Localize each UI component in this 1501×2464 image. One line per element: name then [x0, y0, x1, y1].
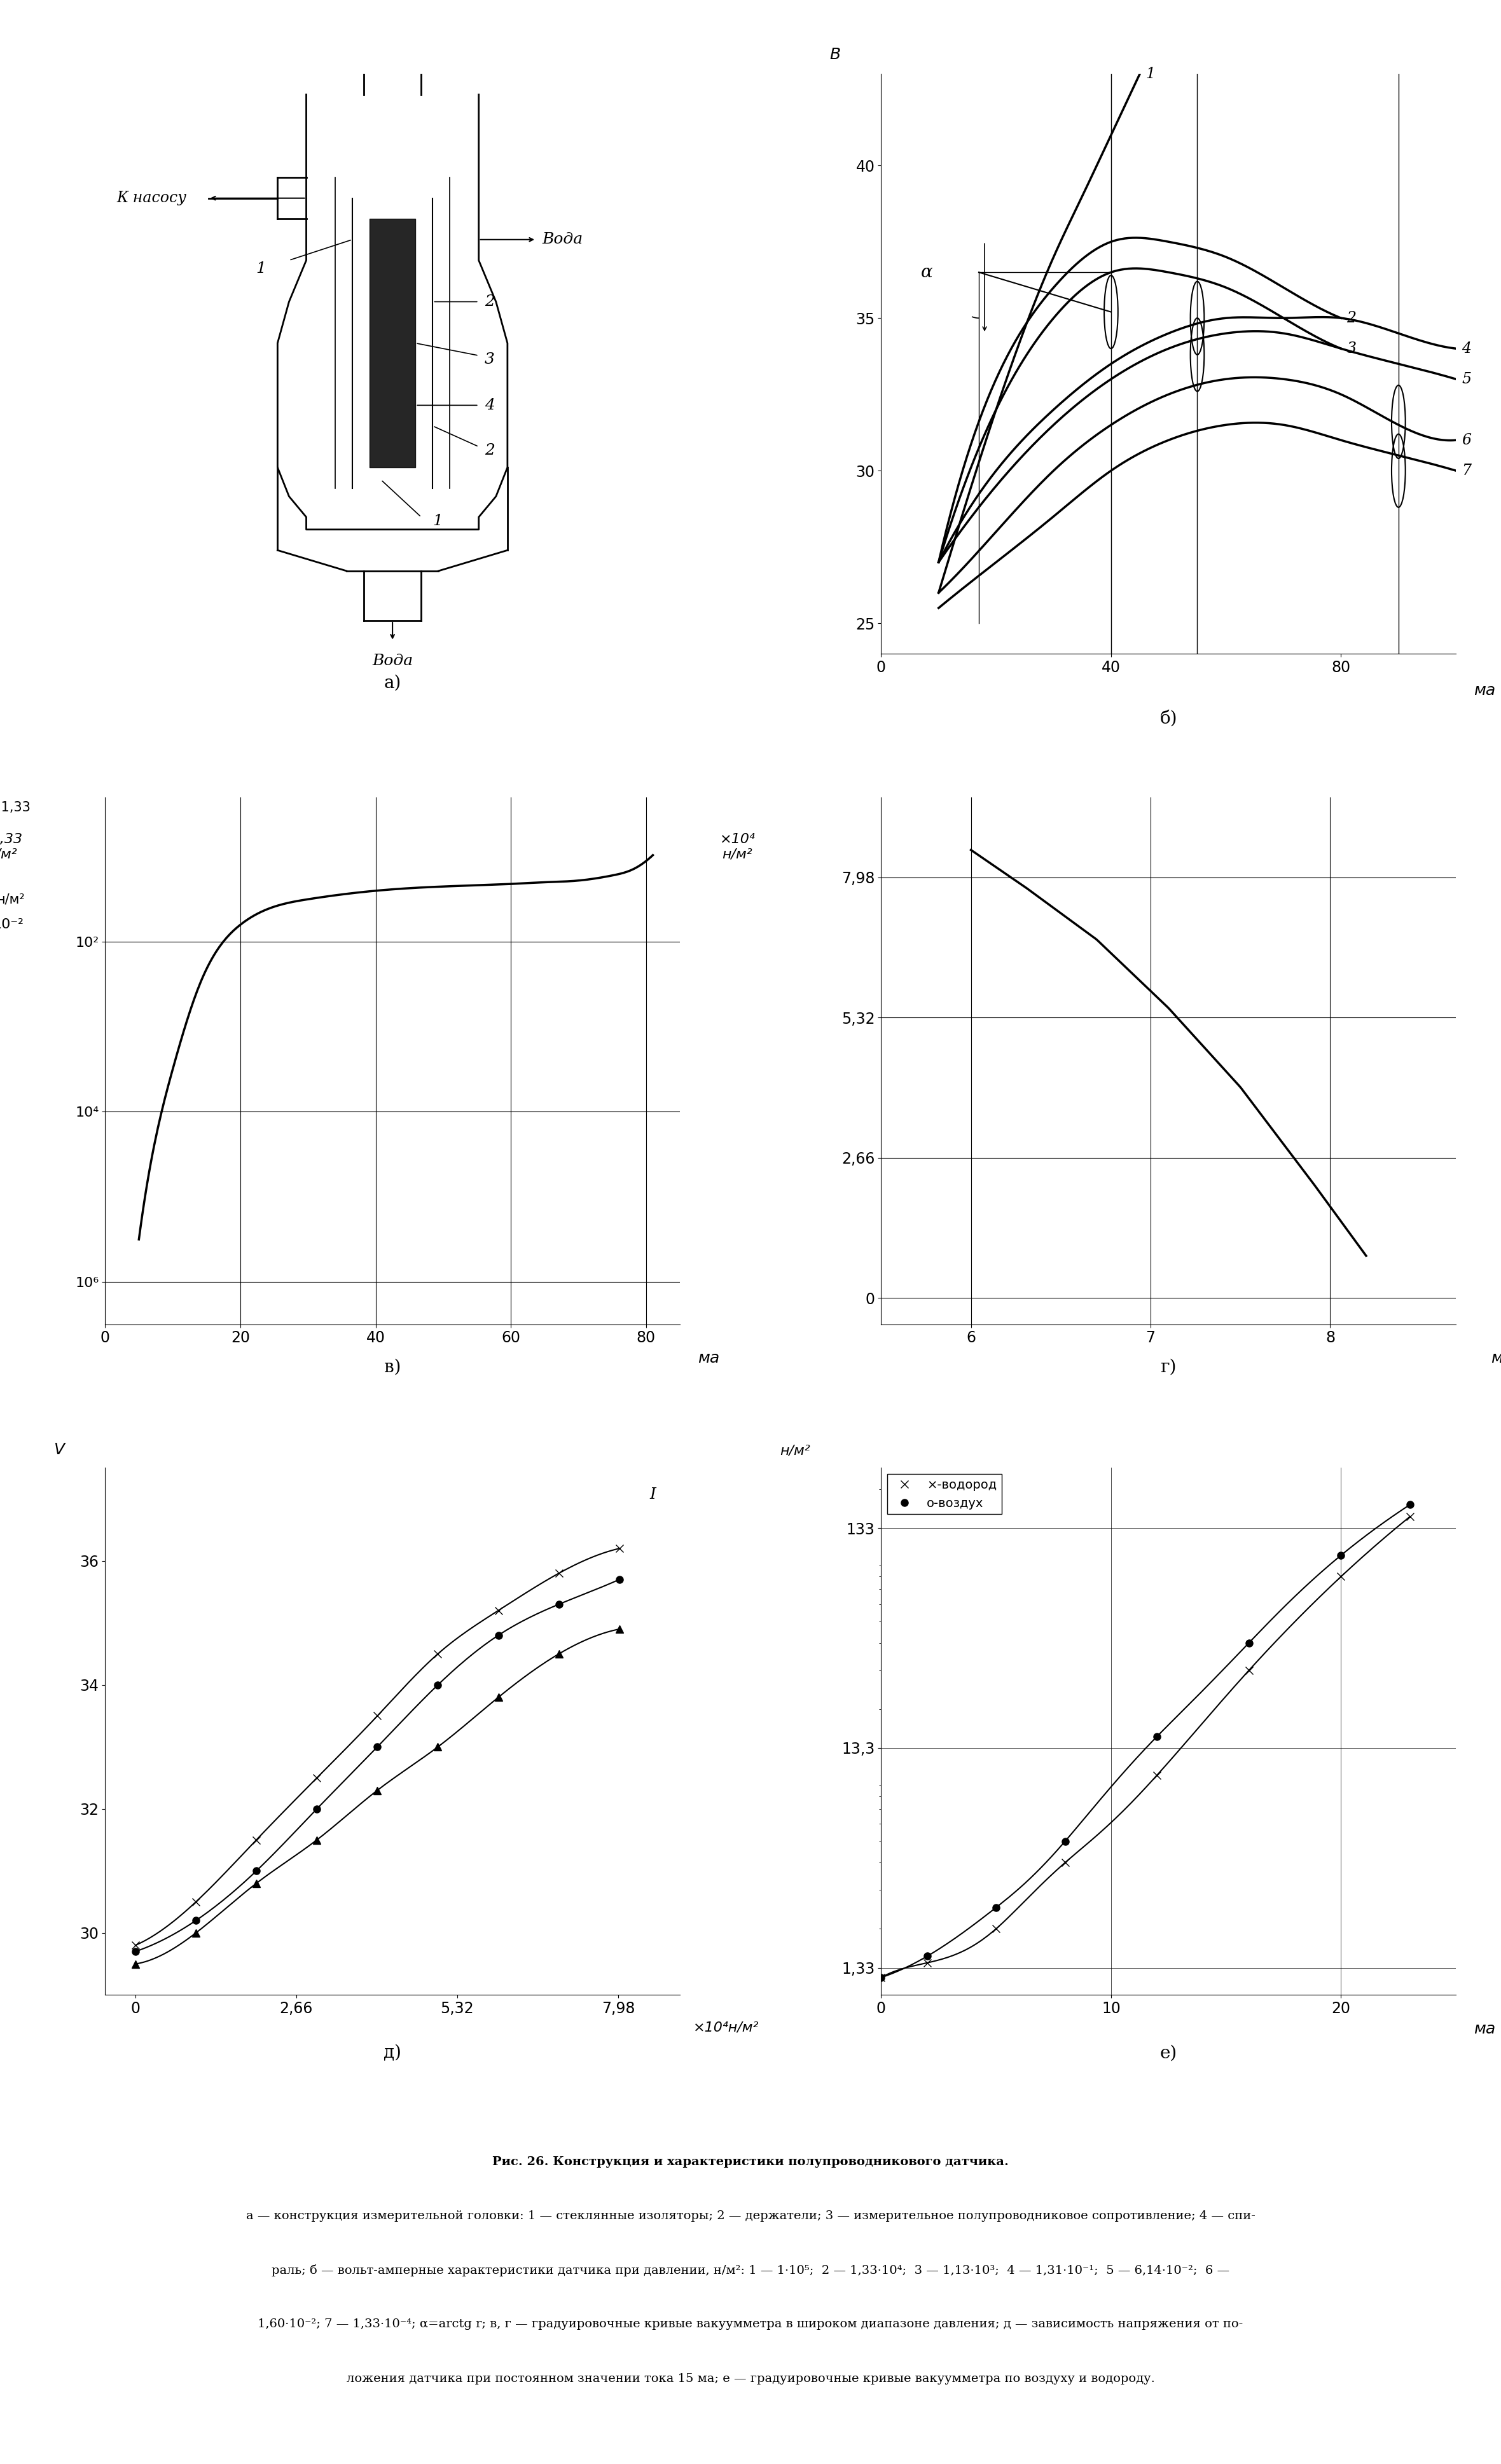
×-водород: [1240, 1656, 1258, 1685]
Text: 10⁻²: 10⁻²: [0, 919, 24, 931]
X-axis label: ма: ма: [1490, 1350, 1501, 1365]
Text: д): д): [384, 2045, 401, 2062]
X-axis label: ма: ма: [1474, 683, 1495, 697]
Text: б): б): [1160, 710, 1177, 727]
о-воздух: [872, 1964, 890, 1993]
×-водород: [988, 1915, 1006, 1944]
о-воздух: [1057, 1826, 1075, 1855]
Text: раль; б — вольт-амперные характеристики датчика при давлении, н/м²: 1 — 1·10⁵;  : раль; б — вольт-амперные характеристики …: [272, 2264, 1229, 2277]
Text: 1,60·10⁻²; 7 — 1,33·10⁻⁴; α=arctg r; в, г — градуировочные кривые вакуумметра в : 1,60·10⁻²; 7 — 1,33·10⁻⁴; α=arctg r; в, …: [258, 2319, 1243, 2331]
×-водород: [1148, 1759, 1166, 1789]
Y-axis label: ×1,33
н/м²: ×1,33 н/м²: [0, 833, 23, 860]
Text: 2: 2: [485, 293, 494, 308]
Text: 5: 5: [1462, 372, 1471, 387]
X-axis label: ма: ма: [698, 1350, 719, 1365]
Y-axis label: В: В: [830, 47, 841, 62]
Text: К насосу: К насосу: [117, 190, 186, 205]
×-водород: [1331, 1562, 1349, 1592]
о-воздух: [988, 1892, 1006, 1922]
Text: г): г): [1160, 1358, 1177, 1375]
X-axis label: ×10⁴н/м²: ×10⁴н/м²: [693, 2020, 760, 2035]
×-водород: [919, 1949, 937, 1979]
Text: 6: 6: [1462, 434, 1471, 448]
о-воздух: [919, 1942, 937, 1971]
Text: 4: 4: [1462, 342, 1471, 355]
Text: в): в): [384, 1358, 401, 1375]
Text: 1: 1: [1145, 67, 1156, 81]
Text: α: α: [922, 264, 934, 281]
Text: Вода: Вода: [372, 653, 413, 668]
Text: Вода: Вода: [542, 232, 582, 246]
Text: 4: 4: [485, 399, 494, 411]
Text: 2: 2: [1346, 310, 1357, 325]
Text: 7: 7: [1462, 463, 1471, 478]
Line: о-воздух: о-воздух: [878, 1501, 1414, 1981]
×-водород: [1400, 1501, 1418, 1530]
×-водород: [1057, 1848, 1075, 1878]
Legend: ×-водород, о-воздух: ×-водород, о-воздух: [887, 1473, 1001, 1515]
Text: н/м²: н/м²: [0, 892, 24, 907]
Y-axis label: ×10⁴
н/м²: ×10⁴ н/м²: [719, 833, 755, 860]
Text: ложения датчика при постоянном значении тока 15 ма; е — градуировочные кривые ва: ложения датчика при постоянном значении …: [347, 2373, 1154, 2385]
Text: 3: 3: [1346, 342, 1357, 355]
Text: 2: 2: [485, 444, 494, 458]
Text: 3: 3: [485, 352, 494, 367]
о-воздух: [1240, 1629, 1258, 1658]
Text: а — конструкция измерительной головки: 1 — стеклянные изоляторы; 2 — держатели; : а — конструкция измерительной головки: 1…: [246, 2210, 1255, 2223]
Text: а): а): [384, 675, 401, 692]
Line: ×-водород: ×-водород: [878, 1513, 1414, 1981]
Text: I: I: [650, 1488, 656, 1503]
Text: ×1,33: ×1,33: [0, 801, 30, 813]
о-воздух: [1331, 1540, 1349, 1570]
X-axis label: ма: ма: [1474, 2020, 1495, 2038]
Text: Рис. 26. Конструкция и характеристики полупроводникового датчика.: Рис. 26. Конструкция и характеристики по…: [492, 2156, 1009, 2168]
Text: 1: 1: [257, 261, 266, 276]
о-воздух: [1400, 1491, 1418, 1520]
о-воздух: [1148, 1722, 1166, 1752]
×-водород: [872, 1964, 890, 1993]
Y-axis label: V: V: [54, 1441, 65, 1456]
Text: е): е): [1160, 2045, 1177, 2062]
Y-axis label: н/м²: н/м²: [779, 1444, 811, 1456]
Text: 1: 1: [432, 515, 443, 530]
